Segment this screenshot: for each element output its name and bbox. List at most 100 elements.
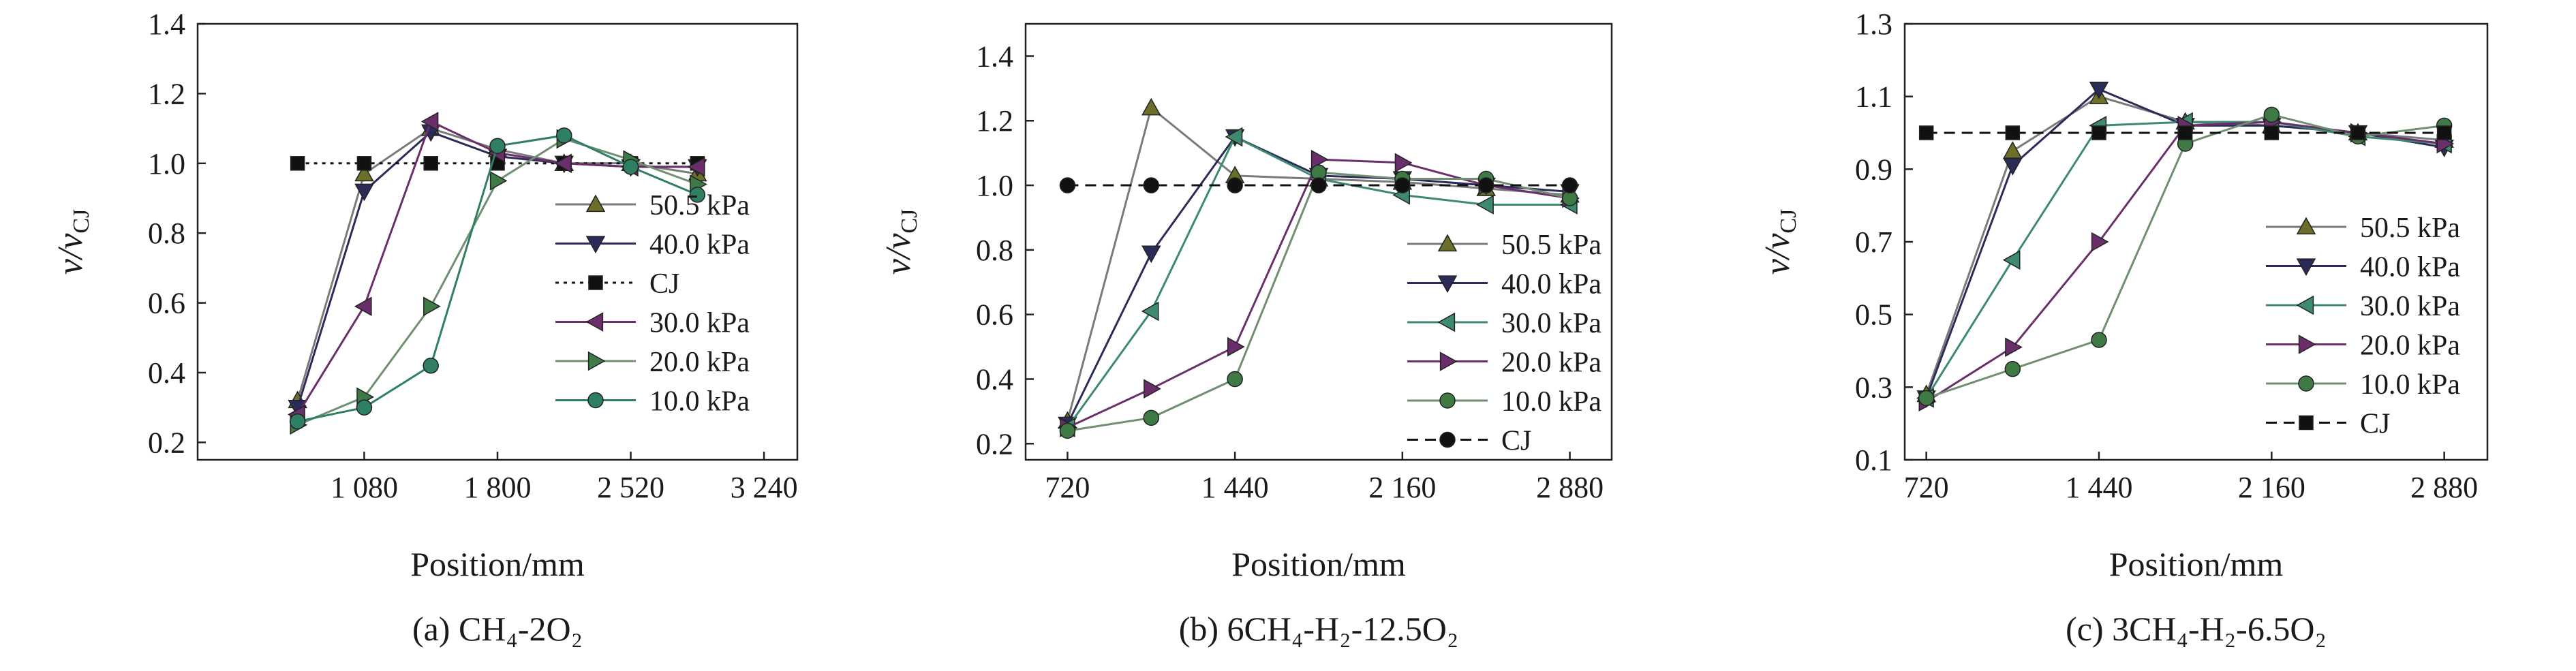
x-tick-label: 2 160 [2238,471,2305,504]
data-point [1225,127,1243,147]
y-axis-label-main: v/v [51,233,90,275]
data-point [2436,125,2452,140]
y-tick-label: 0.4 [148,356,185,390]
y-axis-label-main: v/v [879,233,918,275]
data-point [689,187,706,203]
y-tick-label: 0.8 [976,234,1013,267]
data-point [354,296,372,316]
chart-panel-1: 1 080 1 800 2 520 3 240 0.2 0.4 0.6 0.8 1.0 1.2 1.… [51,7,799,648]
legend-label: CJ [2360,409,2390,440]
legend-marker [1439,392,1456,409]
legend-marker [1437,234,1458,252]
y-tick-label: 0.4 [976,362,1013,396]
y-tick-label: 0.2 [976,427,1013,461]
chart-panel-3: 720 1 440 2 160 2 880 0.1 0.3 0.5 0.7 0.9 1.1 1.3 P… [1758,7,2489,648]
y-tick-label: 0.7 [1855,225,1892,259]
legend-label: 30.0 kPa [2360,291,2460,322]
x-tick-label: 3 240 [731,471,798,504]
y-tick-label: 0.3 [1855,371,1892,404]
y-tick-label: 1.1 [1855,80,1892,114]
data-point [687,157,705,177]
data-point [556,127,572,144]
y-axis-label: v/vCJ [1758,209,1801,275]
x-tick-label: 2 520 [597,471,664,504]
data-point [289,413,306,430]
data-point [290,156,305,171]
legend-label: 20.0 kPa [2360,330,2460,362]
legend-label: 10.0 kPa [649,386,750,418]
y-tick-label: 1.4 [148,7,185,41]
legend-marker [1439,352,1458,371]
data-point [489,138,506,154]
data-point [2091,125,2106,140]
data-point [1227,337,1245,357]
data-point [1141,301,1159,322]
x-axis-label: Position/mm [1231,545,1406,583]
series-20-0-kpa [290,129,707,435]
y-axis-label-subscript: CJ [897,209,922,234]
data-point [2002,250,2021,270]
x-tick-label: 2 160 [1368,471,1436,504]
y-axis-label: v/vCJ [879,209,922,275]
legend-marker [2298,334,2316,354]
data-point [2005,337,2023,357]
data-point [423,358,439,374]
legend-marker [587,392,604,409]
legend-marker [585,194,606,213]
data-point [1144,379,1161,399]
data-point [489,171,508,191]
data-point [1310,149,1329,170]
panel-caption: (b) 6CH₄-H₂-12.5O₂ [1179,610,1459,648]
data-point [423,296,441,316]
data-point [2177,125,2193,140]
legend-label: 30.0 kPa [649,308,750,339]
series-cj [1918,125,2452,140]
data-point [1143,177,1160,193]
data-point [2350,125,2365,140]
legend-label: 50.5 kPa [649,190,750,221]
y-tick-label: 0.9 [1855,153,1892,186]
data-point [554,153,572,174]
legend-label: 20.0 kPa [1501,347,1601,379]
data-point [354,183,374,202]
y-tick-label: 1.0 [976,169,1013,202]
y-axis-label-subscript: CJ [69,209,94,234]
legend-marker [2298,375,2314,392]
y-tick-label: 0.6 [976,298,1013,332]
data-point [420,112,439,131]
series-10-0-kpa [1059,164,1578,439]
y-tick-label: 0.8 [148,217,185,250]
y-tick-label: 1.4 [976,40,1013,73]
data-point [1394,153,1413,173]
legend-marker [587,351,606,371]
series-line [1067,158,1570,428]
data-point [1227,177,1243,193]
data-point [1143,409,1160,426]
y-tick-label: 1.0 [148,147,185,181]
data-point [354,163,374,182]
data-point [356,399,373,416]
legend-label: 10.0 kPa [1501,386,1601,418]
data-point [1141,97,1161,116]
series-10-0-kpa [289,127,706,430]
legend-label: 40.0 kPa [1501,269,1601,300]
legend-label: CJ [649,268,679,300]
data-point [2089,81,2109,99]
legend: 50.5 kPa 40.0 kPa 30.0 kPa 20.0 kPa 10.0 kPa… [2266,213,2460,440]
legend-label: 40.0 kPa [649,230,750,261]
data-point [423,156,438,171]
chart-panel-2: 720 1 440 2 160 2 880 0.2 0.4 0.6 0.8 1.0 1.2 1.4 P… [879,22,1613,648]
x-axis-label: Position/mm [410,545,585,583]
data-point [1059,177,1076,193]
x-tick-label: 720 [1904,471,1949,504]
y-tick-label: 1.2 [148,77,185,110]
legend-label: 50.5 kPa [1501,230,1601,261]
x-tick-label: 2 880 [2410,471,2478,504]
data-point [2091,232,2109,252]
legend-label: CJ [1501,426,1531,457]
data-point [1477,177,1494,193]
legend-marker [2299,415,2314,431]
y-tick-label: 1.2 [976,104,1013,138]
data-point [1310,177,1327,193]
data-point [1476,195,1494,215]
